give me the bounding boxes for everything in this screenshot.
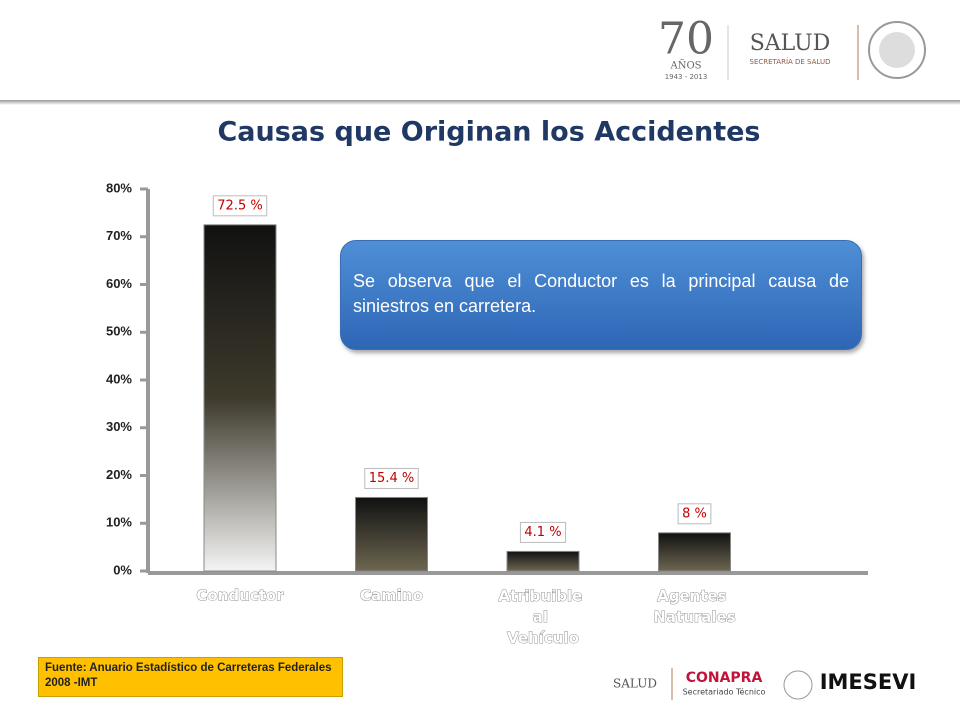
footer-conapra: CONAPRA — [686, 670, 763, 686]
source-note: Fuente: Anuario Estadístico de Carretera… — [38, 657, 343, 697]
footer-salud: SALUD — [613, 677, 657, 691]
footer-seal — [783, 670, 813, 700]
seal — [868, 21, 926, 79]
value-label-box — [519, 521, 567, 543]
header-logos: 70 AÑOS 1943 - 2013 SALUD SECRETARÍA DE … — [658, 14, 926, 81]
y-tick-label: 60% — [106, 276, 132, 291]
y-tick-label: 30% — [106, 419, 132, 434]
value-label-box — [677, 503, 712, 525]
bar — [203, 224, 277, 572]
footer-st: Secretariado Técnico — [683, 687, 766, 697]
y-tick-label: 70% — [106, 228, 132, 243]
value-label: 15.4 % — [369, 471, 414, 486]
bar — [355, 496, 428, 572]
value-label-box — [364, 467, 419, 489]
x-tick-label: Agentes Naturales — [653, 587, 735, 626]
footer-logos: SALUD CONAPRA Secretariado Técnico IMESE… — [613, 668, 916, 700]
logo-years: 1943 - 2013 — [665, 73, 708, 81]
bar — [658, 532, 731, 572]
bar — [506, 550, 580, 572]
chart-title: Causas que Originan los Accidentes — [217, 117, 760, 148]
y-tick-label: 40% — [106, 371, 132, 386]
y-tick-label: 80% — [106, 180, 132, 195]
seal-inner — [879, 32, 915, 68]
y-tick-label: 50% — [106, 324, 132, 339]
logo-70: 70 — [658, 14, 714, 65]
value-label: 4.1 % — [524, 525, 561, 540]
y-tick-label: 20% — [106, 467, 132, 482]
value-label: 72.5 % — [217, 198, 262, 213]
x-tick-label: Conductor — [196, 587, 284, 605]
y-tick-label: 0% — [113, 562, 132, 577]
logo-salud: SALUD — [750, 31, 831, 56]
logo-anos: AÑOS — [669, 60, 701, 72]
value-label-box — [212, 195, 268, 217]
logo-ssa: SECRETARÍA DE SALUD — [750, 57, 831, 66]
value-label: 8 % — [682, 506, 707, 521]
plot: 0% 10% 20% 30% 40% 50% 60% 70% 80% Conductor 72.5 … — [106, 180, 868, 647]
y-tick-label: 10% — [106, 515, 132, 530]
x-tick-label: Camino — [360, 587, 423, 605]
header-rule — [0, 100, 960, 105]
footer-imesevi: IMESEVI — [820, 670, 917, 694]
x-tick-label: Atribuible al Vehículo — [498, 587, 587, 647]
callout: Se observa que el Conductor es la princi… — [340, 240, 862, 350]
